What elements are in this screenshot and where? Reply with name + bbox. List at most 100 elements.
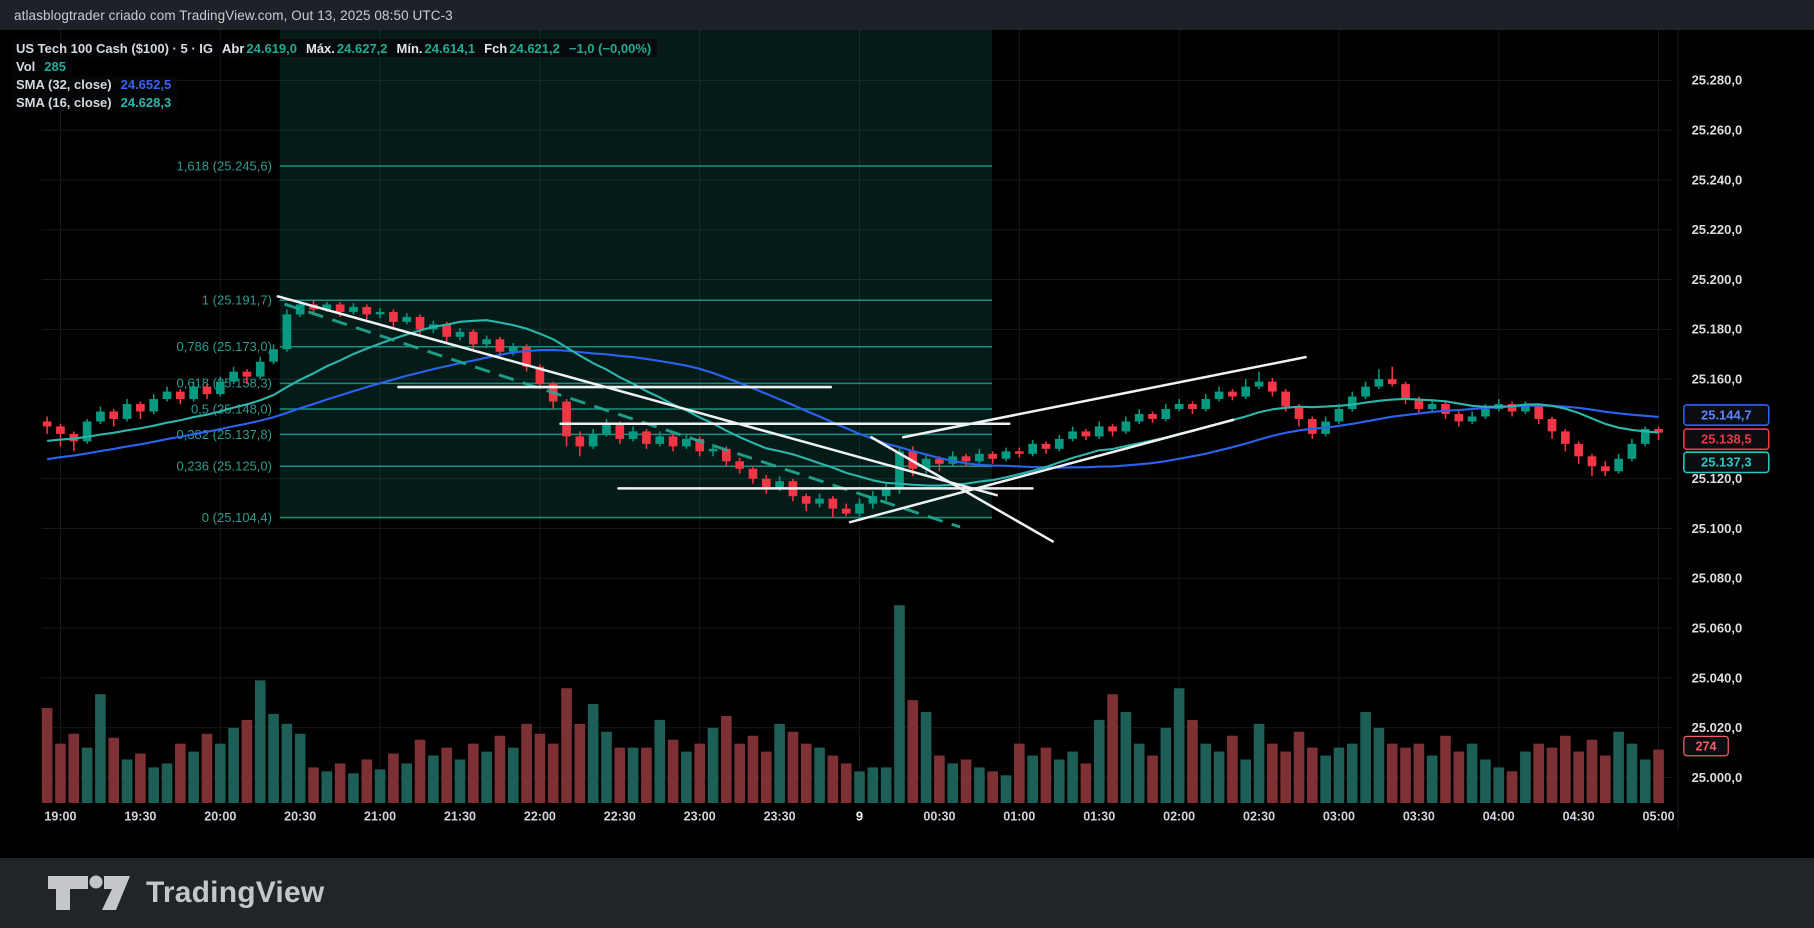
candle[interactable] [1628,444,1637,459]
volume-bar[interactable] [122,759,133,803]
volume-bar[interactable] [1640,759,1651,803]
volume-bar[interactable] [415,740,426,803]
volume-bar[interactable] [1600,756,1611,803]
volume-bar[interactable] [1400,748,1411,803]
volume-bar[interactable] [202,734,213,803]
candle[interactable] [96,412,105,422]
volume-bar[interactable] [1320,756,1331,803]
candle[interactable] [482,339,491,344]
candle[interactable] [1428,404,1437,409]
volume-bar[interactable] [974,767,985,803]
candle[interactable] [815,499,824,504]
volume-bar[interactable] [401,763,412,803]
volume-bar[interactable] [135,754,146,803]
candle[interactable] [602,424,611,434]
candle[interactable] [469,332,478,344]
volume-bar[interactable] [761,752,772,803]
volume-bar[interactable] [1347,744,1358,803]
candle[interactable] [735,461,744,468]
volume-bar[interactable] [228,728,239,803]
volume-bar[interactable] [1134,744,1145,803]
volume-bar[interactable] [1214,752,1225,803]
volume-bar[interactable] [1653,750,1664,803]
volume-bar[interactable] [508,748,519,803]
volume-bar[interactable] [1147,756,1158,803]
volume-bar[interactable] [495,736,506,803]
volume-bar[interactable] [441,748,452,803]
volume-bar[interactable] [1573,752,1584,803]
volume-bar[interactable] [694,744,705,803]
tradingview-logo-icon[interactable] [46,873,136,913]
price-chart[interactable]: 1,618 (25.245,6)1 (25.191,7)0,786 (25.17… [0,30,1814,858]
candle[interactable] [802,496,811,503]
volume-bar[interactable] [1533,744,1544,803]
volume-bar[interactable] [1001,775,1012,803]
volume-bar[interactable] [947,763,958,803]
candle[interactable] [1148,414,1157,419]
volume-bar[interactable] [588,704,599,803]
volume-bar[interactable] [1107,694,1118,803]
candle[interactable] [1574,444,1583,456]
volume-bar[interactable] [428,756,439,803]
candle[interactable] [1348,397,1357,409]
candle[interactable] [1108,426,1117,431]
candle[interactable] [855,504,864,514]
volume-bar[interactable] [614,748,625,803]
volume-bar[interactable] [1440,736,1451,803]
candle[interactable] [1068,431,1077,438]
volume-bar[interactable] [282,724,293,803]
candle[interactable] [229,372,238,382]
candle[interactable] [1215,392,1224,399]
volume-bar[interactable] [1041,748,1052,803]
candle[interactable] [216,382,225,394]
candle[interactable] [962,456,971,461]
volume-bar[interactable] [1613,732,1624,803]
volume-bar[interactable] [1094,720,1105,803]
candle[interactable] [1028,444,1037,454]
volume-bar[interactable] [521,724,532,803]
volume-bar[interactable] [1307,748,1318,803]
candle[interactable] [1548,419,1557,431]
candle[interactable] [1188,404,1197,409]
volume-bar[interactable] [162,763,173,803]
volume-bar[interactable] [108,738,119,803]
volume-bar[interactable] [868,767,879,803]
volume-bar[interactable] [361,759,372,803]
candle[interactable] [83,421,92,441]
candle[interactable] [362,307,371,314]
candle[interactable] [509,347,518,352]
candle[interactable] [456,332,465,337]
volume-bar[interactable] [322,771,333,803]
volume-bar[interactable] [1480,759,1491,803]
volume-bar[interactable] [828,756,839,803]
volume-bar[interactable] [641,748,652,803]
candle[interactable] [1561,431,1570,443]
volume-bar[interactable] [375,769,386,803]
volume-bar[interactable] [242,720,253,803]
candle[interactable] [176,392,185,399]
volume-bar[interactable] [308,767,319,803]
candle[interactable] [1015,451,1024,453]
volume-bar[interactable] [1267,744,1278,803]
candle[interactable] [1042,444,1051,449]
candle[interactable] [669,436,678,446]
volume-bar[interactable] [535,734,546,803]
legend-sma16-row[interactable]: SMA (16, close) 24.628,3 [12,93,177,111]
volume-bar[interactable] [788,732,799,803]
candle[interactable] [109,412,118,419]
volume-bar[interactable] [1507,771,1518,803]
candle[interactable] [1388,379,1397,384]
candle[interactable] [1308,419,1317,434]
volume-bar[interactable] [934,756,945,803]
volume-bar[interactable] [548,744,559,803]
volume-bar[interactable] [1027,756,1038,803]
volume-bar[interactable] [1453,752,1464,803]
candle[interactable] [56,426,65,433]
volume-bar[interactable] [721,716,732,803]
volume-bar[interactable] [1227,736,1238,803]
volume-bar[interactable] [455,759,466,803]
volume-bar[interactable] [1334,748,1345,803]
candle[interactable] [1335,409,1344,421]
candle[interactable] [1441,404,1450,414]
volume-bar[interactable] [82,748,93,803]
